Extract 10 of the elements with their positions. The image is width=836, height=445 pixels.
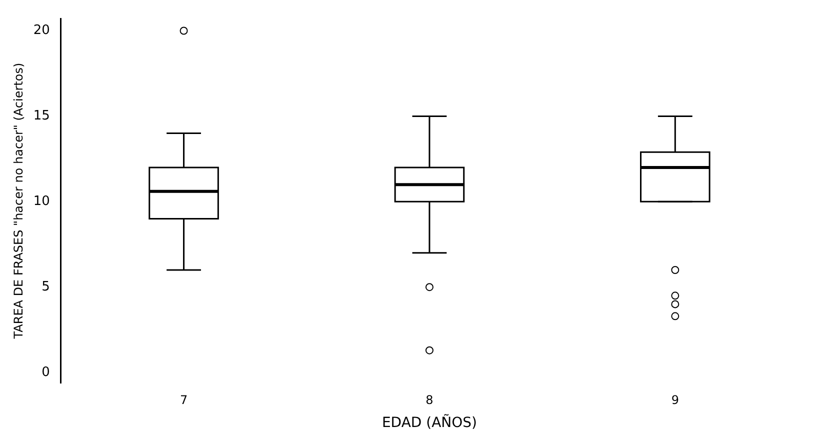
x-tick-label: 7 [180,393,188,408]
y-tick-label: 20 [33,23,50,38]
y-tick-label: 10 [33,194,50,210]
y-tick-label: 5 [42,279,50,294]
x-axis-title: EDAD (AÑOS) [382,414,478,432]
x-tick-label: 9 [671,393,679,408]
y-axis-title: TAREA DE FRASES "hacer no hacer" (Aciertos) [11,62,26,340]
x-tick-label: 8 [426,393,434,408]
y-tick-label: 15 [33,108,50,124]
y-tick-label: 0 [42,364,50,380]
